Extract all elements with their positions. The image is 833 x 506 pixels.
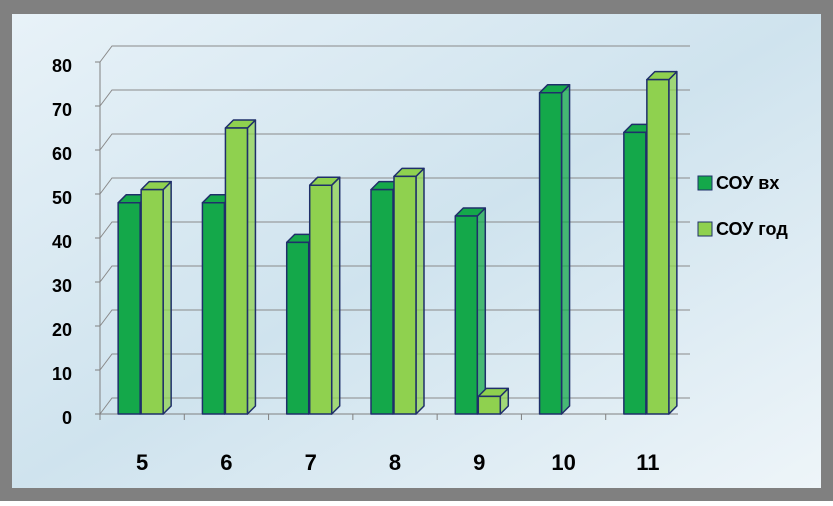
bar-front: [201, 202, 226, 415]
x-tick-label: 11: [636, 450, 659, 475]
bar-front: [140, 188, 164, 415]
bar: [538, 84, 571, 415]
bar: [646, 70, 678, 415]
grid-line: [99, 89, 690, 107]
bar-side: [415, 167, 425, 415]
legend-swatch: [697, 175, 713, 191]
bar: [308, 176, 341, 415]
y-tick-label: 20: [52, 320, 72, 340]
y-tick-label: 40: [52, 232, 72, 252]
legend-label: СОУ год: [716, 219, 788, 239]
bar-side: [330, 176, 341, 415]
grid-line: [99, 309, 690, 327]
y-tick-label: 30: [52, 276, 72, 296]
grid-line: [99, 177, 690, 195]
bar-front: [477, 395, 502, 415]
grid-line: [99, 353, 690, 371]
y-tick-label: 60: [52, 144, 72, 164]
bar-front: [285, 241, 310, 415]
y-tick-label: 80: [52, 56, 72, 76]
x-tick-label: 5: [136, 450, 148, 475]
y-tick-label: 10: [52, 364, 72, 384]
legend-label: СОУ вх: [716, 173, 779, 193]
bar: [477, 387, 510, 415]
bar-front: [370, 188, 394, 415]
y-tick-label: 0: [62, 408, 72, 428]
bar-side: [246, 119, 257, 415]
x-tick-label: 8: [389, 450, 401, 475]
bar-front: [393, 175, 417, 415]
bar: [454, 207, 487, 415]
x-tick-label: 7: [305, 450, 317, 475]
x-tick-label: 10: [551, 450, 575, 475]
y-tick-label: 70: [52, 100, 72, 120]
bar-front: [454, 215, 479, 415]
grid-line: [99, 221, 690, 239]
x-tick-label: 6: [220, 450, 232, 475]
bar-front: [117, 202, 141, 415]
y-tick-label: 50: [52, 188, 72, 208]
bar: [224, 119, 257, 415]
bar-front: [224, 127, 249, 415]
bar-front: [623, 131, 647, 415]
x-tick-label: 9: [473, 450, 485, 475]
grid-line: [99, 45, 690, 63]
bar-side: [668, 70, 678, 415]
bar-front: [646, 78, 670, 415]
grid-line: [99, 265, 690, 283]
bar-side: [560, 84, 571, 415]
bar-front: [308, 184, 333, 415]
legend-swatch: [697, 221, 713, 237]
grid-line: [99, 133, 690, 151]
bar-front: [538, 92, 563, 415]
bar-side: [162, 180, 172, 415]
bar-side: [476, 207, 487, 415]
bar: [393, 167, 425, 415]
bar: [140, 180, 172, 415]
